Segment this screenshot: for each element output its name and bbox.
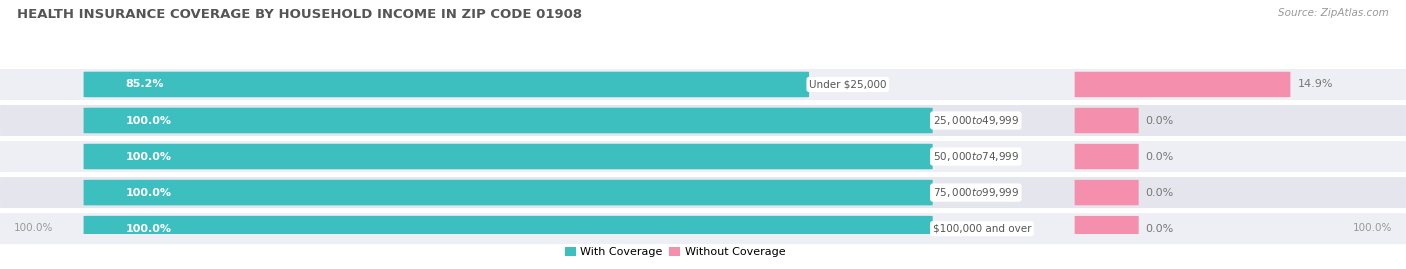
FancyBboxPatch shape	[0, 213, 1406, 244]
Text: 100.0%: 100.0%	[14, 223, 53, 233]
Text: 0.0%: 0.0%	[1146, 224, 1174, 233]
Text: 85.2%: 85.2%	[125, 79, 165, 90]
FancyBboxPatch shape	[83, 216, 932, 241]
FancyBboxPatch shape	[83, 108, 932, 133]
Text: $25,000 to $49,999: $25,000 to $49,999	[932, 114, 1019, 127]
FancyBboxPatch shape	[83, 180, 932, 205]
FancyBboxPatch shape	[0, 141, 1406, 172]
FancyBboxPatch shape	[0, 69, 1406, 100]
Text: 100.0%: 100.0%	[125, 151, 172, 162]
Text: 0.0%: 0.0%	[1146, 115, 1174, 126]
FancyBboxPatch shape	[1074, 180, 1139, 205]
FancyBboxPatch shape	[1074, 72, 1291, 97]
Text: $100,000 and over: $100,000 and over	[932, 224, 1031, 233]
FancyBboxPatch shape	[0, 177, 1406, 208]
FancyBboxPatch shape	[1074, 144, 1139, 169]
FancyBboxPatch shape	[0, 105, 1406, 136]
FancyBboxPatch shape	[83, 72, 808, 97]
Text: 0.0%: 0.0%	[1146, 187, 1174, 198]
Text: 0.0%: 0.0%	[1146, 151, 1174, 162]
Text: 14.9%: 14.9%	[1298, 79, 1333, 90]
Text: Under $25,000: Under $25,000	[808, 79, 887, 90]
Text: HEALTH INSURANCE COVERAGE BY HOUSEHOLD INCOME IN ZIP CODE 01908: HEALTH INSURANCE COVERAGE BY HOUSEHOLD I…	[17, 8, 582, 21]
Text: 100.0%: 100.0%	[125, 115, 172, 126]
Text: Source: ZipAtlas.com: Source: ZipAtlas.com	[1278, 8, 1389, 18]
FancyBboxPatch shape	[1074, 216, 1139, 241]
Text: $75,000 to $99,999: $75,000 to $99,999	[932, 186, 1019, 199]
Text: $50,000 to $74,999: $50,000 to $74,999	[932, 150, 1019, 163]
Text: 100.0%: 100.0%	[125, 187, 172, 198]
Legend: With Coverage, Without Coverage: With Coverage, Without Coverage	[561, 243, 790, 262]
Text: 100.0%: 100.0%	[1353, 223, 1392, 233]
FancyBboxPatch shape	[83, 144, 932, 169]
FancyBboxPatch shape	[1074, 108, 1139, 133]
Text: 100.0%: 100.0%	[125, 224, 172, 233]
